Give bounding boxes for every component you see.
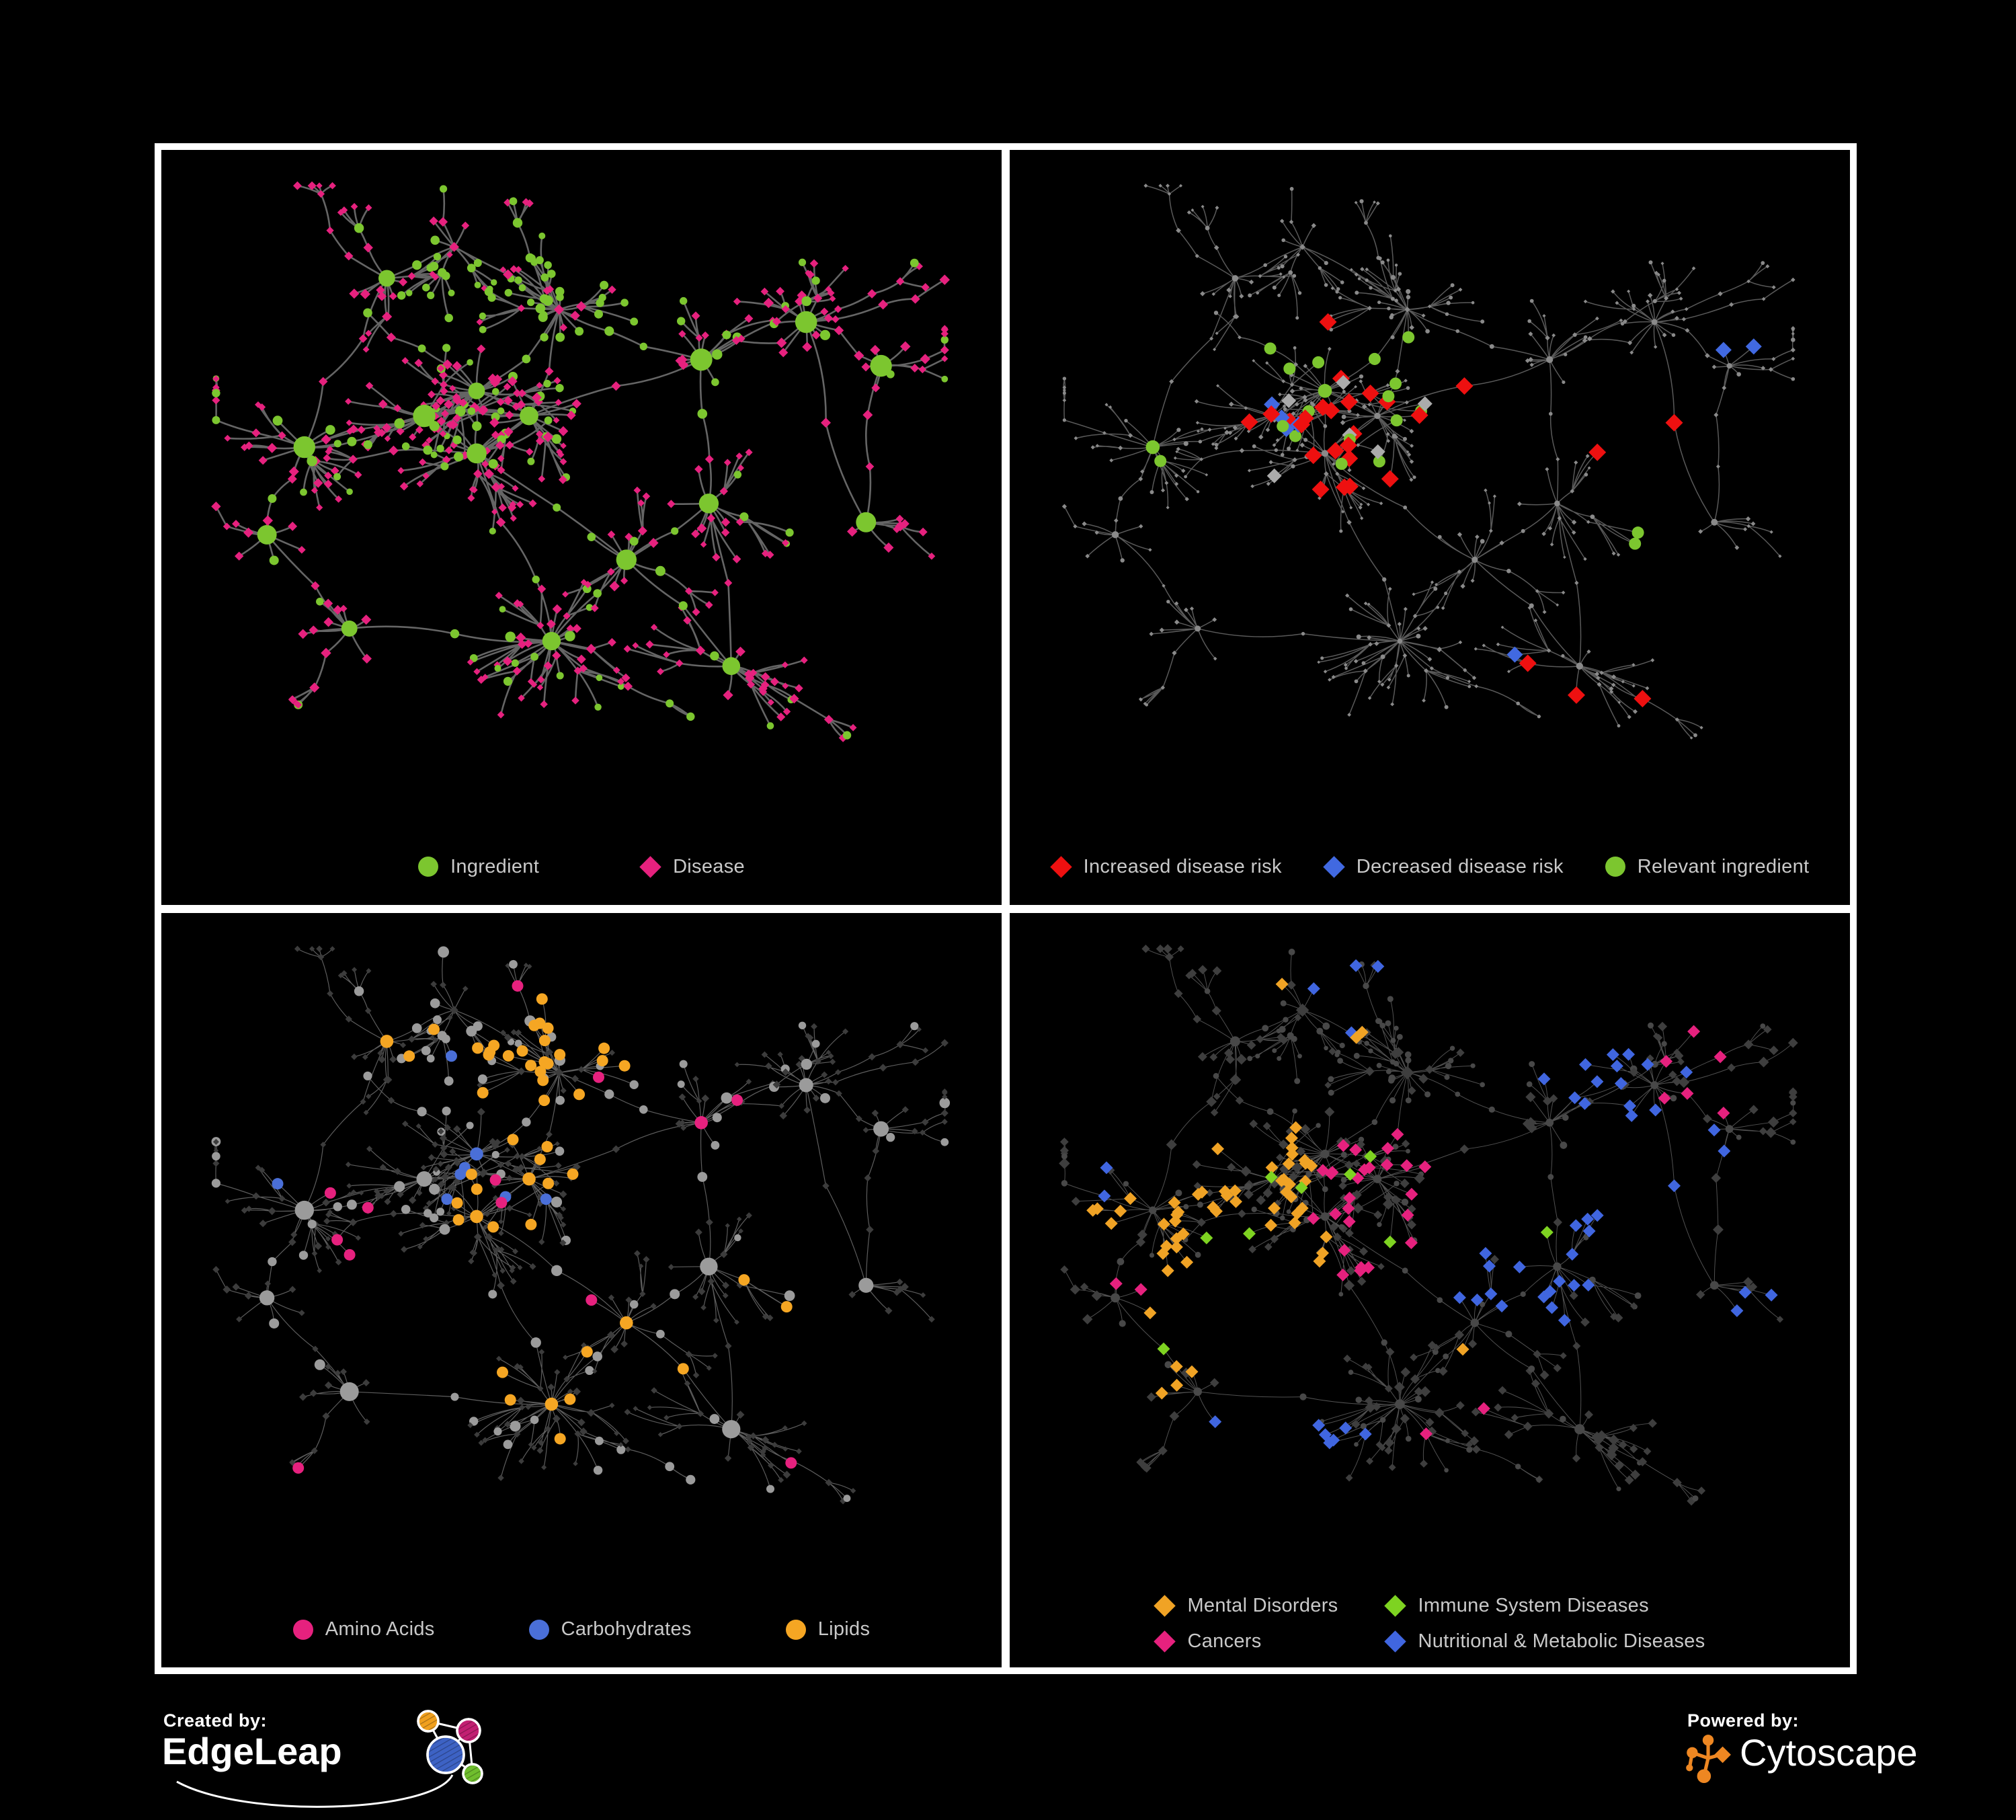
immune-system-diseases-diamond-icon: [1384, 1595, 1407, 1617]
legend-item-amino-acids: Amino Acids: [292, 1618, 435, 1640]
edgeleap-credit: Created by: EdgeLeap: [151, 1700, 501, 1820]
panel-ingredient-disease: Ingredient Disease: [161, 150, 1002, 905]
cytoscape-wordmark: Cytoscape: [1740, 1731, 1918, 1774]
disease-diamond-icon: [639, 855, 661, 878]
disease-risk-network-graph: [1061, 184, 1796, 740]
legend-label: Mental Disorders: [1187, 1595, 1338, 1616]
panel-nutrient-class: Amino Acids Carbohydrates Lipids: [161, 912, 1002, 1667]
created-by-label: Created by:: [163, 1710, 268, 1731]
legend-label: Increased disease risk: [1083, 855, 1282, 877]
nutrient-class-legend: Amino Acids Carbohydrates Lipids: [161, 1618, 1002, 1640]
panel-grid: Ingredient Disease Increased disease risk…: [155, 143, 1857, 1674]
cytoscape-logo-icon: [1686, 1735, 1731, 1783]
ingredient-disease-network-graph: [211, 181, 950, 742]
legend-item-increased-disease-risk: Increased disease risk: [1049, 855, 1282, 878]
legend-label: Amino Acids: [325, 1618, 435, 1640]
relevant-ingredient-circle-icon: [1605, 857, 1625, 877]
disease-class-legend: Mental Disorders Immune System Diseases Ca…: [1010, 1595, 1850, 1653]
legend-item-lipids: Lipids: [785, 1618, 871, 1640]
legend-item-immune-system-diseases: Immune System Diseases: [1384, 1595, 1705, 1617]
legend-item-cancers: Cancers: [1154, 1630, 1338, 1653]
increased-disease-risk-diamond-icon: [1049, 855, 1072, 878]
edgeleap-logo-nodes: [417, 1710, 483, 1784]
cytoscape-credit: Powered by: Cytoscape: [1675, 1700, 1958, 1817]
carbohydrates-circle-icon: [528, 1619, 549, 1640]
nutrient-class-network-graph: [211, 945, 951, 1504]
amino-acids-circle-icon: [292, 1619, 313, 1640]
edgeleap-logo-icon: [176, 1710, 483, 1808]
ingredient-circle-icon: [418, 857, 439, 877]
legend-item-relevant-ingredient: Relevant ingredient: [1605, 856, 1810, 878]
legend-label: Decreased disease risk: [1356, 855, 1564, 877]
legend-item-disease: Disease: [639, 855, 745, 878]
legend-item-ingredient: Ingredient: [418, 856, 539, 878]
disease-risk-legend: Increased disease risk Decreased disease …: [1010, 856, 1850, 878]
decreased-disease-risk-diamond-icon: [1323, 855, 1345, 878]
legend-item-nutritional-metabolic-diseases: Nutritional & Metabolic Diseases: [1384, 1630, 1705, 1653]
legend-label: Ingredient: [450, 855, 540, 877]
ingredient-disease-legend: Ingredient Disease: [161, 856, 1002, 878]
edgeleap-wordmark: EdgeLeap: [162, 1730, 342, 1772]
legend-label: Lipids: [817, 1618, 871, 1640]
nutritional-metabolic-diseases-diamond-icon: [1384, 1630, 1407, 1653]
disease-class-network-graph: [1059, 943, 1798, 1505]
legend-item-mental-disorders: Mental Disorders: [1154, 1595, 1338, 1617]
legend-label: Nutritional & Metabolic Diseases: [1418, 1630, 1705, 1652]
legend-label: Disease: [673, 855, 745, 877]
legend-label: Immune System Diseases: [1418, 1595, 1649, 1616]
panel-disease-class: Mental Disorders Immune System Diseases Ca…: [1010, 912, 1850, 1667]
legend-label: Relevant ingredient: [1637, 855, 1810, 877]
lipids-circle-icon: [785, 1619, 806, 1640]
mental-disorders-diamond-icon: [1154, 1595, 1176, 1617]
legend-item-decreased-disease-risk: Decreased disease risk: [1323, 855, 1564, 878]
edgeleap-swoosh-icon: [176, 1774, 454, 1808]
panel-disease-risk: Increased disease risk Decreased disease …: [1010, 150, 1850, 905]
legend-label: Carbohydrates: [561, 1618, 692, 1640]
powered-by-label: Powered by:: [1687, 1710, 1800, 1731]
legend-item-carbohydrates: Carbohydrates: [528, 1618, 692, 1640]
legend-label: Cancers: [1187, 1630, 1262, 1652]
cancers-diamond-icon: [1154, 1630, 1176, 1653]
